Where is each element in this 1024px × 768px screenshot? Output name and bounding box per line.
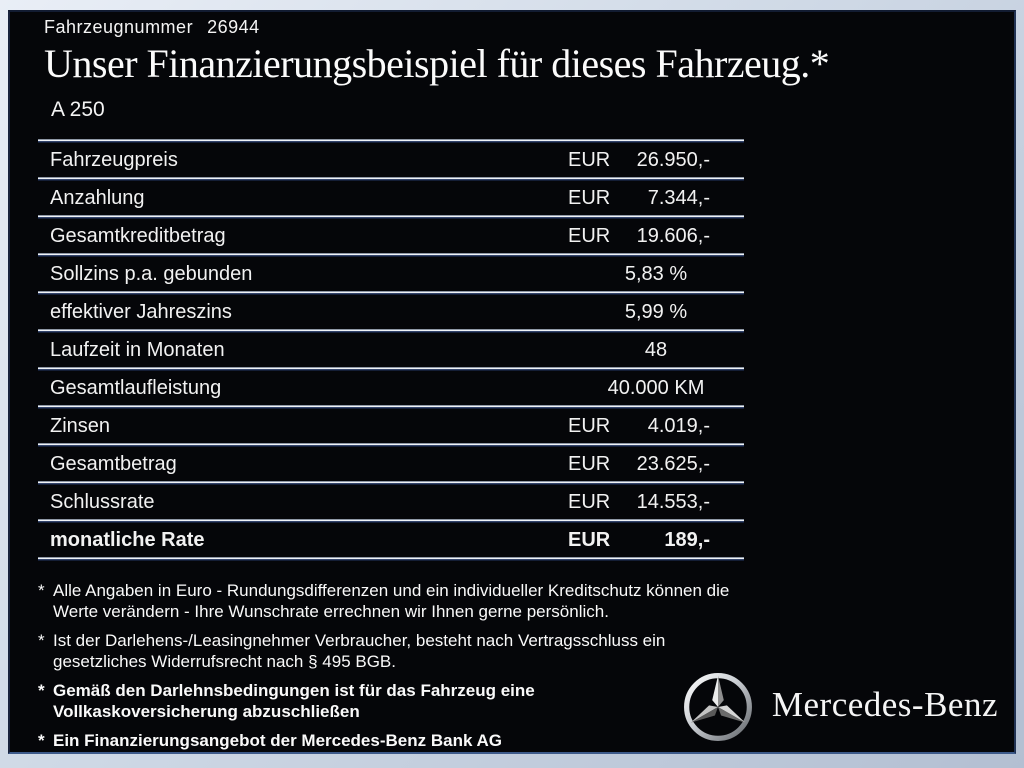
row-separator — [38, 481, 744, 485]
asterisk-marker: * — [38, 631, 45, 650]
brand-wordmark: Mercedes-Benz — [771, 685, 998, 724]
row-value: 4.019,- — [647, 414, 710, 437]
row-label: Sollzins p.a. gebunden — [50, 262, 253, 285]
table-row-monatliche-rate: monatliche Rate EUR 189,- — [38, 523, 744, 557]
footnote-text: Ist der Darlehens-/Leasingnehmer Verbrau… — [53, 631, 666, 671]
row-value: 23.625,- — [636, 452, 710, 475]
row-value: 5,83 % — [624, 262, 688, 285]
currency-label: EUR — [568, 528, 611, 551]
footnote-text: Gemäß den Darlehnsbedingungen ist für da… — [53, 681, 535, 721]
row-value: 14.553,- — [636, 490, 710, 513]
row-value: 189,- — [664, 528, 710, 551]
row-separator — [38, 557, 744, 561]
table-row-gesamtbetrag: Gesamtbetrag EUR 23.625,- — [38, 447, 744, 481]
row-label: Fahrzeugpreis — [50, 148, 178, 171]
table-row-gesamtlaufleistung: Gesamtlaufleistung 40.000 KM — [38, 371, 744, 405]
row-label: Gesamtkreditbetrag — [50, 224, 226, 247]
vehicle-number-line: Fahrzeugnummer 26944 — [44, 16, 829, 38]
row-label: monatliche Rate — [50, 528, 205, 551]
table-row-sollzins: Sollzins p.a. gebunden 5,83 % — [38, 257, 744, 291]
row-separator — [38, 405, 744, 409]
page-title: Unser Finanzierungsbeispiel für dieses F… — [44, 41, 830, 86]
header: Fahrzeugnummer 26944 Unser Finanzierungsb… — [44, 16, 830, 123]
row-label: Gesamtlaufleistung — [50, 376, 222, 399]
row-label: Laufzeit in Monaten — [50, 338, 225, 361]
currency-label: EUR — [568, 224, 611, 247]
row-label: Anzahlung — [50, 186, 145, 209]
footnote-2: * Ist der Darlehens-/Leasingnehmer Verbr… — [38, 630, 713, 672]
footnote-text: Alle Angaben in Euro - Rundungsdifferenz… — [53, 581, 730, 621]
table-row-zinsen: Zinsen EUR 4.019,- — [38, 409, 744, 443]
footnote-1: * Alle Angaben in Euro - Rundungsdiffere… — [38, 580, 753, 622]
financing-table: Fahrzeugpreis EUR 26.950,- Anzahlung EUR 7… — [38, 139, 744, 561]
currency-label: EUR — [568, 148, 611, 171]
row-value: 7.344,- — [647, 186, 710, 209]
currency-label: EUR — [568, 490, 611, 513]
vehicle-number-value: 26944 — [207, 17, 260, 37]
table-row-schlussrate: Schlussrate EUR 14.553,- — [38, 485, 744, 519]
table-row-laufzeit: Laufzeit in Monaten 48 — [38, 333, 744, 367]
row-separator — [38, 519, 744, 523]
row-value: 40.000 KM — [607, 376, 705, 399]
row-label: Schlussrate — [50, 490, 155, 513]
row-separator — [38, 443, 744, 447]
mercedes-star-icon — [683, 673, 752, 741]
footnotes: * Alle Angaben in Euro - Rundungsdiffere… — [38, 580, 750, 759]
asterisk-marker: * — [38, 681, 45, 700]
row-separator — [38, 253, 744, 257]
offer-sheet: Fahrzeugnummer 26944 Unser Finanzierungsb… — [8, 10, 1016, 754]
row-label: Zinsen — [50, 414, 111, 437]
row-separator — [38, 291, 744, 295]
row-value: 5,99 % — [624, 300, 688, 323]
currency-label: EUR — [568, 414, 611, 437]
table-row-fahrzeugpreis: Fahrzeugpreis EUR 26.950,- — [38, 143, 744, 177]
row-value: 48 — [644, 338, 668, 361]
footnote-4: * Ein Finanzierungsangebot der Mercedes-… — [38, 730, 750, 751]
row-label: effektiver Jahreszins — [50, 300, 232, 323]
table-row-anzahlung: Anzahlung EUR 7.344,- — [38, 181, 744, 215]
footnote-text: Ein Finanzierungsangebot der Mercedes-Be… — [53, 731, 503, 750]
footnote-3: * Gemäß den Darlehnsbedingungen ist für … — [38, 680, 593, 722]
asterisk-marker: * — [38, 731, 45, 750]
row-separator — [38, 329, 744, 333]
row-value: 19.606,- — [636, 224, 710, 247]
row-label: Gesamtbetrag — [50, 452, 177, 475]
currency-label: EUR — [568, 452, 611, 475]
vehicle-model: A 250 — [51, 98, 105, 121]
table-row-gesamtkreditbetrag: Gesamtkreditbetrag EUR 19.606,- — [38, 219, 744, 253]
row-separator — [38, 139, 744, 143]
asterisk-marker: * — [38, 581, 45, 600]
currency-label: EUR — [568, 186, 611, 209]
vehicle-number-label: Fahrzeugnummer — [44, 17, 194, 37]
table-row-effektiver-jahreszins: effektiver Jahreszins 5,99 % — [38, 295, 744, 329]
row-separator — [38, 177, 744, 181]
row-separator — [38, 215, 744, 219]
brand-block: Mercedes-Benz — [680, 669, 998, 745]
row-separator — [38, 367, 744, 371]
row-value: 26.950,- — [636, 148, 710, 171]
